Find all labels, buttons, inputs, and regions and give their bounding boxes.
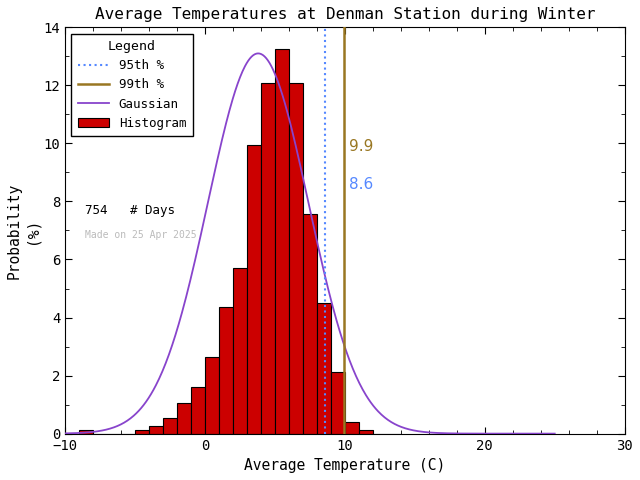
Bar	[219, 307, 233, 433]
X-axis label: Average Temperature (C): Average Temperature (C)	[244, 458, 445, 473]
Bar	[303, 214, 317, 433]
Bar	[317, 303, 331, 433]
Text: 8.6: 8.6	[349, 177, 373, 192]
Title: Average Temperatures at Denman Station during Winter: Average Temperatures at Denman Station d…	[95, 7, 595, 22]
Bar	[261, 84, 275, 433]
Bar	[177, 403, 191, 433]
Bar	[205, 357, 219, 433]
Text: Made on 25 Apr 2025: Made on 25 Apr 2025	[84, 230, 196, 240]
Bar	[163, 418, 177, 433]
Y-axis label: Probability
(%): Probability (%)	[7, 182, 39, 278]
Bar	[289, 84, 303, 433]
Bar	[247, 145, 261, 433]
Bar	[79, 430, 93, 433]
Bar	[275, 49, 289, 433]
Text: 754   # Days: 754 # Days	[84, 204, 175, 217]
Legend: 95th %, 99th %, Gaussian, Histogram: 95th %, 99th %, Gaussian, Histogram	[72, 34, 193, 136]
Bar	[191, 387, 205, 433]
Bar	[135, 430, 149, 433]
Bar	[149, 426, 163, 433]
Text: 9.9: 9.9	[349, 139, 374, 154]
Bar	[345, 422, 359, 433]
Bar	[359, 430, 373, 433]
Bar	[233, 268, 247, 433]
Bar	[331, 372, 345, 433]
